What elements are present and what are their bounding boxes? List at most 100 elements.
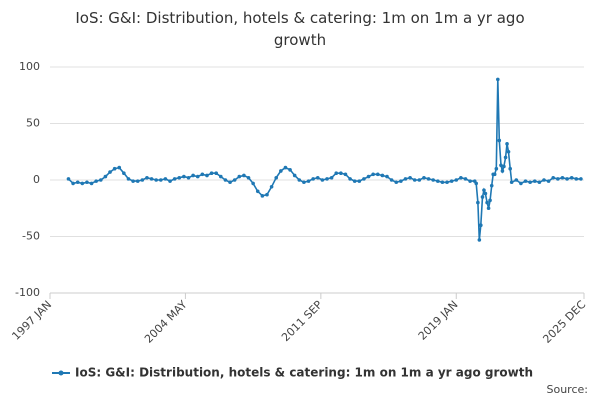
point (200, 172, 205, 177)
point (459, 175, 463, 180)
point (297, 178, 302, 182)
point (85, 180, 89, 185)
point (191, 173, 195, 178)
point (172, 177, 177, 181)
point (422, 175, 426, 180)
point (486, 206, 491, 211)
point (440, 180, 445, 185)
point (477, 238, 482, 242)
point (454, 178, 459, 182)
point (519, 181, 523, 186)
point (260, 194, 265, 198)
point (366, 174, 371, 179)
point (343, 172, 348, 177)
point (80, 181, 85, 186)
point (232, 178, 237, 182)
point (135, 179, 140, 183)
point (556, 177, 560, 181)
point (551, 175, 556, 180)
point (302, 180, 306, 185)
point (154, 178, 158, 182)
point (306, 179, 311, 183)
point (380, 173, 385, 178)
point (480, 195, 485, 199)
point (348, 177, 352, 181)
point (485, 200, 489, 205)
point (242, 173, 246, 178)
point (269, 184, 274, 189)
point (514, 178, 519, 182)
point (339, 171, 343, 176)
point (75, 180, 80, 185)
point (502, 164, 506, 169)
point (288, 168, 292, 172)
point (149, 177, 154, 181)
point (449, 179, 454, 183)
y-tick-label: -100 (15, 286, 40, 299)
point (488, 198, 492, 203)
point (357, 179, 362, 183)
point (71, 181, 75, 186)
point (112, 166, 117, 171)
point (435, 179, 440, 183)
point (131, 179, 135, 183)
point (468, 179, 472, 183)
point (237, 174, 242, 179)
point (265, 192, 269, 197)
point (403, 177, 408, 181)
point (158, 178, 163, 182)
point (255, 189, 260, 194)
point (371, 172, 375, 177)
point (362, 177, 366, 181)
point (334, 171, 339, 176)
point (219, 174, 223, 179)
point (168, 179, 172, 183)
point (352, 179, 357, 183)
point (523, 179, 528, 183)
point (506, 149, 511, 154)
point (537, 180, 542, 185)
point (445, 180, 449, 185)
point (476, 200, 480, 205)
point (574, 177, 579, 181)
series-line (67, 79, 581, 240)
y-tick-label: 0 (33, 173, 40, 186)
point (565, 177, 569, 181)
x-tick-label: 2011 SEP (279, 298, 325, 344)
point (325, 177, 329, 181)
point (431, 178, 435, 182)
point (274, 175, 279, 180)
point (283, 165, 288, 170)
point (497, 138, 502, 143)
point (479, 223, 483, 227)
point (394, 180, 399, 185)
point (385, 174, 389, 179)
point (320, 178, 325, 182)
y-tick-label: 100 (19, 60, 40, 73)
chart-title: IoS: G&I: Distribution, hotels & caterin… (75, 9, 524, 49)
point (177, 175, 182, 180)
point (494, 166, 499, 171)
point (500, 169, 505, 173)
point (375, 172, 380, 177)
point (483, 191, 488, 196)
point (103, 174, 108, 179)
point (145, 175, 149, 180)
point (163, 177, 168, 181)
point (509, 180, 514, 185)
point (246, 175, 251, 180)
point (195, 174, 200, 179)
point (408, 175, 412, 180)
point (94, 179, 98, 183)
point (182, 174, 186, 179)
point (489, 183, 494, 188)
point (186, 175, 191, 180)
y-tick-label: 50 (26, 117, 40, 130)
x-tick-label: 2019 JAN (416, 298, 461, 343)
point (66, 177, 71, 181)
point (417, 178, 422, 182)
point (292, 173, 297, 178)
point (315, 175, 320, 180)
point (117, 165, 122, 170)
point (228, 180, 232, 185)
